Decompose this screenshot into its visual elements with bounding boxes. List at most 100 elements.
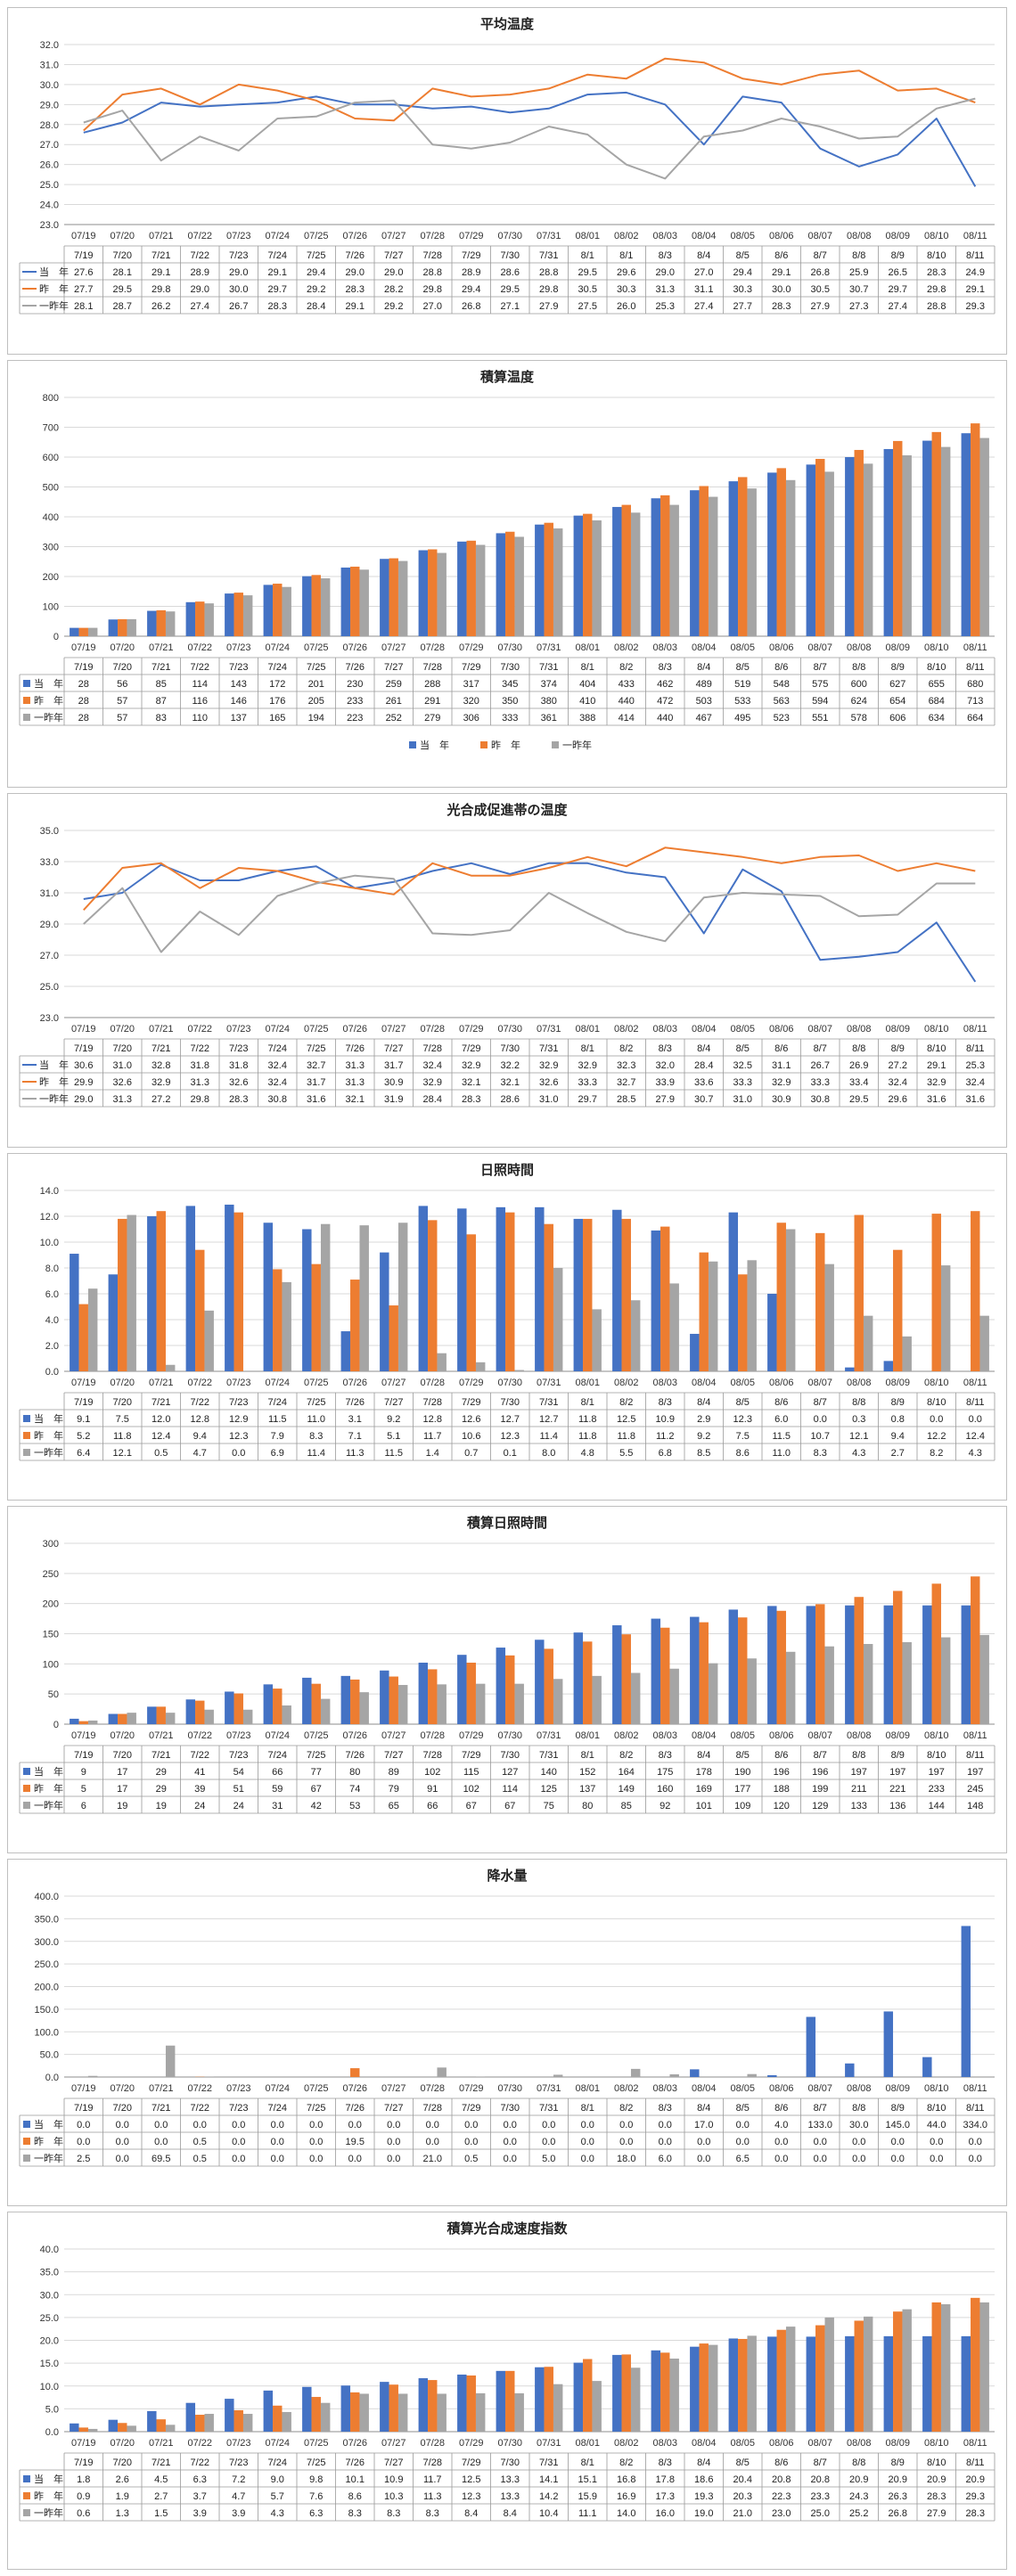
table-value-cell: 28.4: [423, 1094, 442, 1105]
table-value-cell: 16.8: [617, 2474, 635, 2485]
table-value-cell: 29.0: [346, 267, 365, 278]
bar-last-year: [699, 1622, 709, 1724]
table-value-cell: 440: [619, 696, 635, 707]
bar-two-years-ago: [824, 1646, 834, 1724]
table-value-cell: 28.8: [927, 301, 946, 312]
bar-two-years-ago: [397, 2393, 408, 2432]
table-header-cell: 8/10: [927, 662, 946, 673]
bar-last-year: [971, 1211, 980, 1371]
table-header-cell: 8/11: [966, 662, 985, 673]
table-value-cell: 33.6: [694, 1077, 713, 1088]
y-tick-label: 4.0: [45, 1315, 59, 1326]
table-value-cell: 69.5: [152, 2154, 170, 2164]
table-value-cell: 14.0: [617, 2508, 635, 2519]
bar-last-year: [234, 1693, 243, 1724]
table-value-cell: 116: [192, 696, 208, 707]
table-value-cell: 374: [541, 679, 557, 690]
table-header-cell: 8/4: [697, 1750, 710, 1761]
x-tick-label: 08/06: [769, 1378, 794, 1388]
bar-current-year: [961, 1926, 971, 2077]
table-header-cell: 8/1: [619, 250, 633, 261]
bar-two-years-ago: [282, 2411, 291, 2432]
x-tick-label: 07/19: [71, 231, 96, 241]
table-value-cell: 31.0: [113, 1060, 132, 1071]
bar-current-year: [263, 1223, 274, 1371]
table-series-label: 昨 年: [34, 2490, 63, 2502]
bar-last-year: [118, 2423, 127, 2432]
bar-current-year: [883, 2335, 894, 2432]
table-value-cell: 31: [272, 1801, 283, 1811]
table-value-cell: 17: [117, 1784, 127, 1795]
x-tick-label: 08/07: [807, 642, 832, 653]
x-tick-label: 07/26: [342, 2438, 367, 2449]
table-value-cell: 8.2: [930, 1448, 943, 1459]
table-value-cell: 0.0: [930, 2137, 943, 2147]
x-tick-label: 08/06: [769, 1730, 794, 1741]
table-header-cell: 8/10: [927, 1043, 946, 1054]
table-value-cell: 6: [81, 1801, 86, 1811]
y-tick-label: 8.0: [45, 1263, 59, 1274]
table-header-cell: 8/11: [966, 250, 985, 261]
table-value-cell: 0.0: [232, 2120, 245, 2130]
x-tick-label: 07/27: [381, 1024, 406, 1034]
table-value-cell: 29.6: [889, 1094, 907, 1105]
bar-last-year: [428, 2380, 438, 2432]
table-value-cell: 28.8: [423, 267, 442, 278]
table-value-cell: 0.0: [426, 2120, 439, 2130]
bar-two-years-ago: [359, 1692, 369, 1724]
bar-two-years-ago: [514, 1370, 524, 1371]
table-header-cell: 7/25: [307, 2457, 325, 2468]
table-value-cell: 89: [389, 1767, 399, 1778]
table-value-cell: 32.4: [966, 1077, 985, 1088]
table-header-cell: 7/19: [74, 662, 93, 673]
table-value-cell: 160: [657, 1784, 673, 1795]
table-header-cell: 7/22: [191, 662, 209, 673]
table-value-cell: 317: [463, 679, 479, 690]
table-value-cell: 16.0: [656, 2508, 675, 2519]
table-header-cell: 7/29: [462, 662, 480, 673]
table-value-cell: 24.9: [966, 267, 985, 278]
bar-two-years-ago: [553, 528, 563, 636]
table-value-cell: 2.9: [697, 1414, 710, 1425]
table-value-cell: 7.5: [116, 1414, 129, 1425]
x-tick-label: 08/11: [963, 1024, 987, 1034]
table-value-cell: 0.0: [581, 2154, 594, 2164]
x-tick-label: 07/31: [537, 1378, 561, 1388]
table-value-cell: 0.0: [193, 2120, 207, 2130]
table-value-cell: 20.9: [889, 2474, 907, 2485]
bar-two-years-ago: [863, 463, 873, 636]
chart-panel-7: 積算光合成速度指数 0.0 5.0 10.0 15.0 20.0 25.0 30.0 35.0 4…: [7, 2212, 1007, 2570]
y-tick-label: 31.0: [40, 888, 59, 899]
table-value-cell: 27.4: [191, 301, 209, 312]
table-value-cell: 4.7: [193, 1448, 207, 1459]
table-value-cell: 27.3: [849, 301, 868, 312]
bar-two-years-ago: [747, 2073, 757, 2077]
table-value-cell: 6.3: [309, 2508, 323, 2519]
table-value-cell: 11.0: [307, 1414, 325, 1425]
table-header-cell: 7/30: [501, 1397, 520, 1408]
x-tick-label: 07/21: [149, 231, 174, 241]
x-tick-label: 08/09: [885, 2083, 910, 2094]
x-tick-label: 08/05: [730, 1024, 755, 1034]
bar-two-years-ago: [514, 536, 524, 636]
y-tick-label: 0.0: [45, 2427, 59, 2438]
table-value-cell: 32.6: [229, 1077, 248, 1088]
table-header-cell: 8/3: [659, 1397, 672, 1408]
table-value-cell: 30.8: [811, 1094, 830, 1105]
table-value-cell: 29.1: [772, 267, 791, 278]
table-series-label: 当 年: [34, 1765, 63, 1778]
bar-current-year: [225, 2399, 234, 2432]
x-tick-label: 07/23: [226, 1378, 251, 1388]
bar-current-year: [340, 1331, 351, 1371]
table-value-cell: 30.5: [578, 284, 597, 295]
x-tick-label: 08/08: [847, 2083, 872, 2094]
table-header-cell: 7/25: [307, 1750, 325, 1761]
table-value-cell: 13.3: [501, 2491, 520, 2502]
y-tick-label: 250.0: [34, 1959, 59, 1970]
table-value-cell: 0.0: [232, 2137, 245, 2147]
table-value-cell: 0.5: [193, 2137, 207, 2147]
table-value-cell: 0.0: [659, 2120, 672, 2130]
bar-last-year: [583, 1641, 593, 1724]
table-value-cell: 4.0: [774, 2120, 788, 2130]
table-header-cell: 7/23: [229, 1397, 248, 1408]
